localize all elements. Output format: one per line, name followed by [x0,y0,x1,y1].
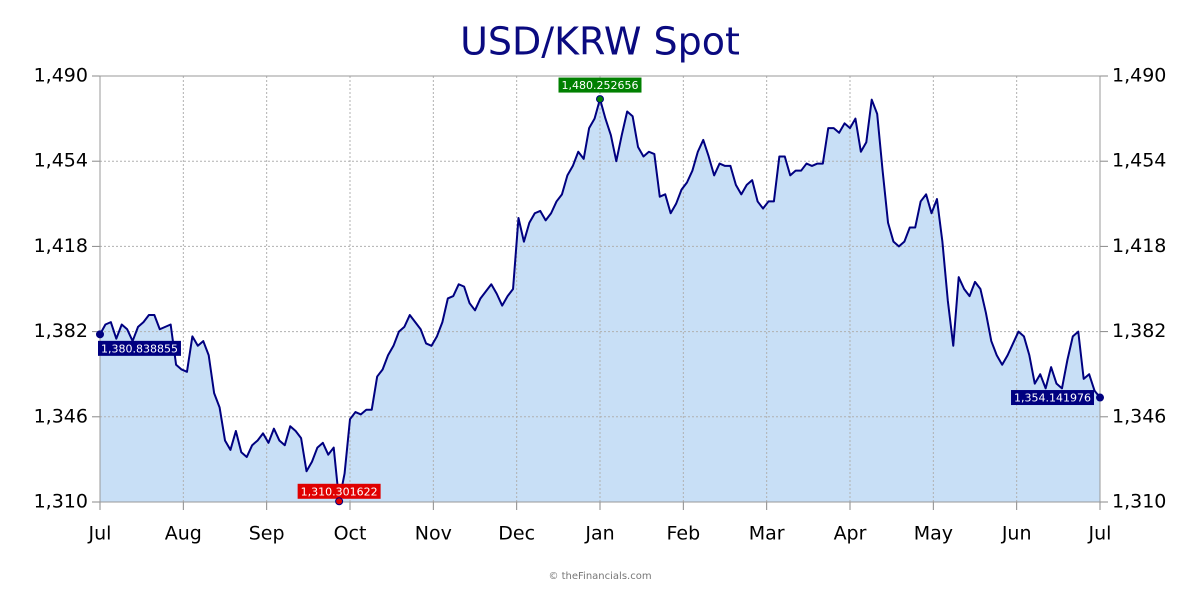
annotation-box [297,483,381,499]
y2-tick-label: 1,382 [1112,320,1166,342]
x-tick-label: Aug [165,523,202,545]
x-tick-label: Dec [498,523,535,545]
x-tick-label: Oct [334,523,367,545]
annotation-label: 1,380.838855 [101,342,178,355]
y2-tick-label: 1,490 [1112,65,1166,87]
x-tick-label: Mar [749,523,785,545]
x-tick-label: May [914,523,953,545]
source: © theFinancials.com [548,571,651,582]
y2-tick-label: 1,454 [1112,150,1166,172]
y-tick-label: 1,418 [34,235,88,257]
annotation-label: 1,354.141976 [1014,392,1091,405]
annotation-dot [96,330,104,339]
annotation-dot [596,95,604,104]
x-tick-label: Jul [1088,523,1112,545]
y2-tick-label: 1,346 [1112,405,1166,427]
x-tick-label: Sep [249,523,285,545]
annotation: 1,380.838855 [96,330,181,356]
y-tick-label: 1,490 [34,65,88,87]
x-tick-label: Jun [1001,523,1032,545]
annotation-dot [1096,393,1104,402]
annotation-box [1011,390,1094,406]
x-tick-label: Feb [667,523,701,545]
x-tick-label: Nov [415,523,452,545]
y-tick-label: 1,310 [34,491,88,513]
annotation-box [98,340,181,356]
x-tick-label: Apr [834,523,867,545]
annotation: 1,310.301622 [297,483,381,506]
annotation: 1,354.141976 [1011,390,1104,406]
y-tick-label: 1,454 [34,150,88,172]
y2-tick-label: 1,418 [1112,235,1166,257]
x-tick-label: Jan [584,523,614,545]
annotation-label: 1,480.252656 [562,79,639,92]
annotation: 1,480.252656 [558,77,642,104]
annotation-box [558,77,642,93]
x-tick-label: Jul [88,523,112,545]
annotation-dot [335,497,344,506]
y2-tick-label: 1,310 [1112,491,1166,513]
chart-title: USD/KRW Spot [460,20,740,64]
y-tick-label: 1,382 [34,320,88,342]
y-tick-label: 1,346 [34,405,88,427]
annotation-label: 1,310.301622 [301,485,378,498]
plot-frame [99,75,1101,503]
